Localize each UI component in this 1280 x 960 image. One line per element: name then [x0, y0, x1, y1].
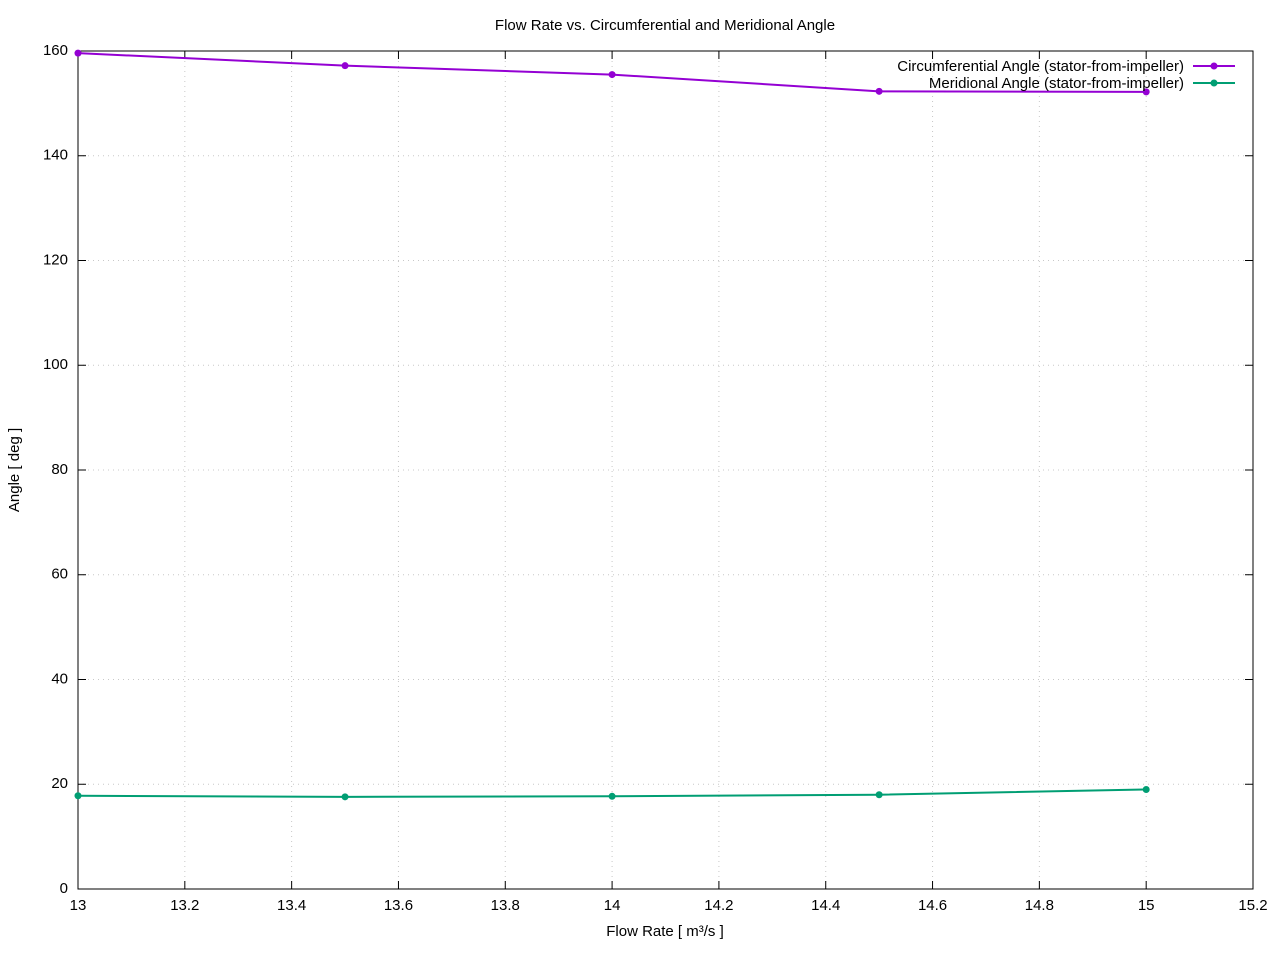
- x-tick-label: 14.4: [811, 897, 840, 914]
- data-point: [875, 87, 883, 95]
- x-tick-label: 14.2: [704, 897, 733, 914]
- y-tick-label: 120: [43, 251, 68, 268]
- legend-marker: [1210, 79, 1218, 87]
- x-tick-label: 15.2: [1238, 897, 1267, 914]
- x-tick-label: 14: [604, 897, 621, 914]
- y-tick-label: 160: [43, 42, 68, 59]
- x-tick-label: 13.6: [384, 897, 413, 914]
- data-point: [608, 71, 616, 79]
- y-tick-label: 100: [43, 356, 68, 373]
- data-point: [608, 792, 616, 800]
- data-point: [1142, 785, 1150, 793]
- y-tick-label: 80: [51, 461, 68, 478]
- x-axis-label: Flow Rate [ m³/s ]: [606, 923, 724, 940]
- data-point: [341, 793, 349, 801]
- x-tick-label: 13: [70, 897, 87, 914]
- x-tick-label: 13.2: [170, 897, 199, 914]
- x-tick-label: 14.6: [918, 897, 947, 914]
- legend-marker: [1210, 62, 1218, 70]
- data-point: [74, 49, 82, 57]
- y-axis-label: Angle [ deg ]: [6, 428, 23, 512]
- x-tick-label: 13.4: [277, 897, 306, 914]
- y-tick-label: 20: [51, 775, 68, 792]
- x-tick-label: 13.8: [491, 897, 520, 914]
- data-point: [1142, 88, 1150, 96]
- data-point: [875, 791, 883, 799]
- x-tick-label: 14.8: [1025, 897, 1054, 914]
- legend-label: Circumferential Angle (stator-from-impel…: [897, 58, 1184, 75]
- data-point: [74, 792, 82, 800]
- y-tick-label: 60: [51, 566, 68, 583]
- chart-title: Flow Rate vs. Circumferential and Meridi…: [495, 17, 835, 34]
- y-tick-label: 0: [60, 880, 68, 897]
- legend-label: Meridional Angle (stator-from-impeller): [929, 75, 1184, 92]
- y-tick-label: 140: [43, 147, 68, 164]
- x-tick-label: 15: [1138, 897, 1155, 914]
- y-tick-label: 40: [51, 670, 68, 687]
- data-point: [341, 62, 349, 70]
